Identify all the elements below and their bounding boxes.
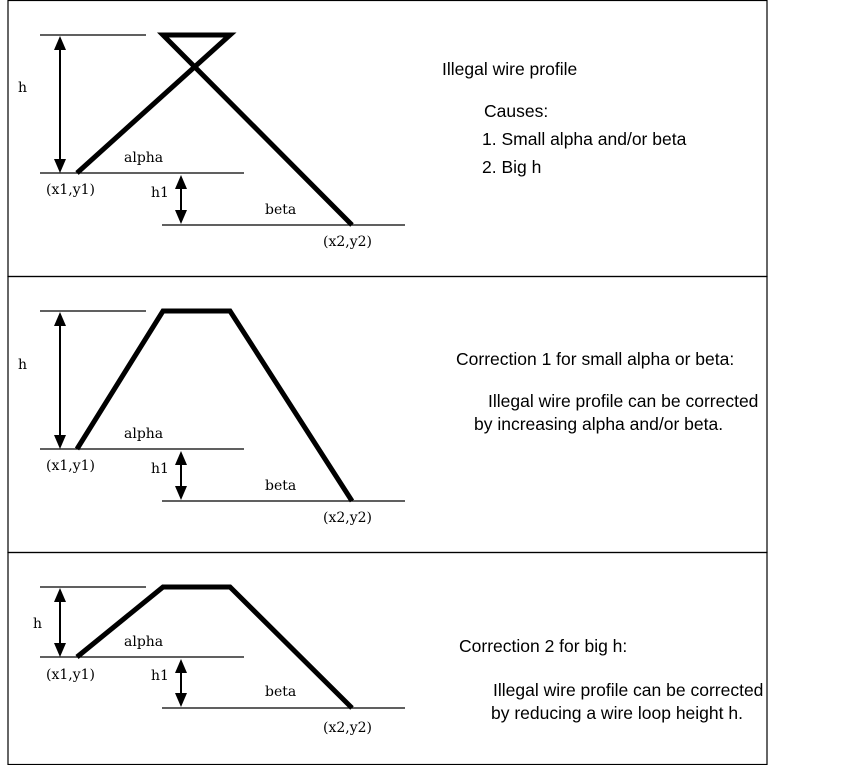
- label-h1: h1: [151, 461, 169, 477]
- corrected-wire-low: [75, 584, 354, 710]
- panel-2-heading: Correction 1 for small alpha or beta:: [456, 349, 734, 369]
- panel-3-heading: Correction 2 for big h:: [459, 636, 627, 656]
- label-point-1: (x1,y1): [46, 667, 95, 683]
- panel-2-line-1: Illegal wire profile can be corrected: [488, 391, 758, 411]
- label-point-1: (x1,y1): [46, 458, 95, 474]
- label-point-2: (x2,y2): [323, 720, 372, 736]
- h-dimension-arrow: [54, 36, 66, 173]
- panel-illegal-profile: h alpha h1 beta (x1,y1) (x2,y2) Illegal …: [18, 32, 687, 250]
- panel-frame-3: [7, 551, 768, 765]
- label-h: h: [18, 357, 27, 373]
- corrected-wire-steep: [74, 308, 355, 503]
- h1-dimension-arrow: [175, 659, 187, 707]
- label-h: h: [18, 80, 27, 96]
- panel-1-cause-2: 2. Big h: [482, 157, 541, 177]
- panel-1-heading: Illegal wire profile: [442, 59, 577, 79]
- h1-dimension-arrow: [175, 451, 187, 500]
- panel-correction-2: h alpha h1 beta (x1,y1) (x2,y2) Correcti…: [33, 584, 763, 736]
- label-point-2: (x2,y2): [323, 234, 372, 250]
- panel-1-causes-label: Causes:: [484, 101, 548, 121]
- label-point-1: (x1,y1): [46, 182, 95, 198]
- panel-2-line-2: by increasing alpha and/or beta.: [474, 414, 723, 434]
- panel-1-cause-1: 1. Small alpha and/or beta: [482, 129, 687, 149]
- crossed-wire: [75, 32, 354, 227]
- label-beta: beta: [265, 202, 296, 218]
- label-alpha: alpha: [124, 426, 163, 442]
- panel-correction-1: h alpha h1 beta (x1,y1) (x2,y2) Correcti…: [18, 308, 758, 526]
- label-point-2: (x2,y2): [323, 510, 372, 526]
- panel-3-line-1: Illegal wire profile can be corrected: [493, 680, 763, 700]
- panel-3-line-2: by reducing a wire loop height h.: [491, 703, 743, 723]
- label-h: h: [33, 616, 42, 632]
- label-alpha: alpha: [124, 634, 163, 650]
- h-dimension-arrow: [54, 312, 66, 449]
- label-beta: beta: [265, 684, 296, 700]
- label-alpha: alpha: [124, 150, 163, 166]
- label-h1: h1: [151, 668, 169, 684]
- h-dimension-arrow: [54, 588, 66, 657]
- label-h1: h1: [151, 185, 169, 201]
- h1-dimension-arrow: [175, 175, 187, 224]
- label-beta: beta: [265, 478, 296, 494]
